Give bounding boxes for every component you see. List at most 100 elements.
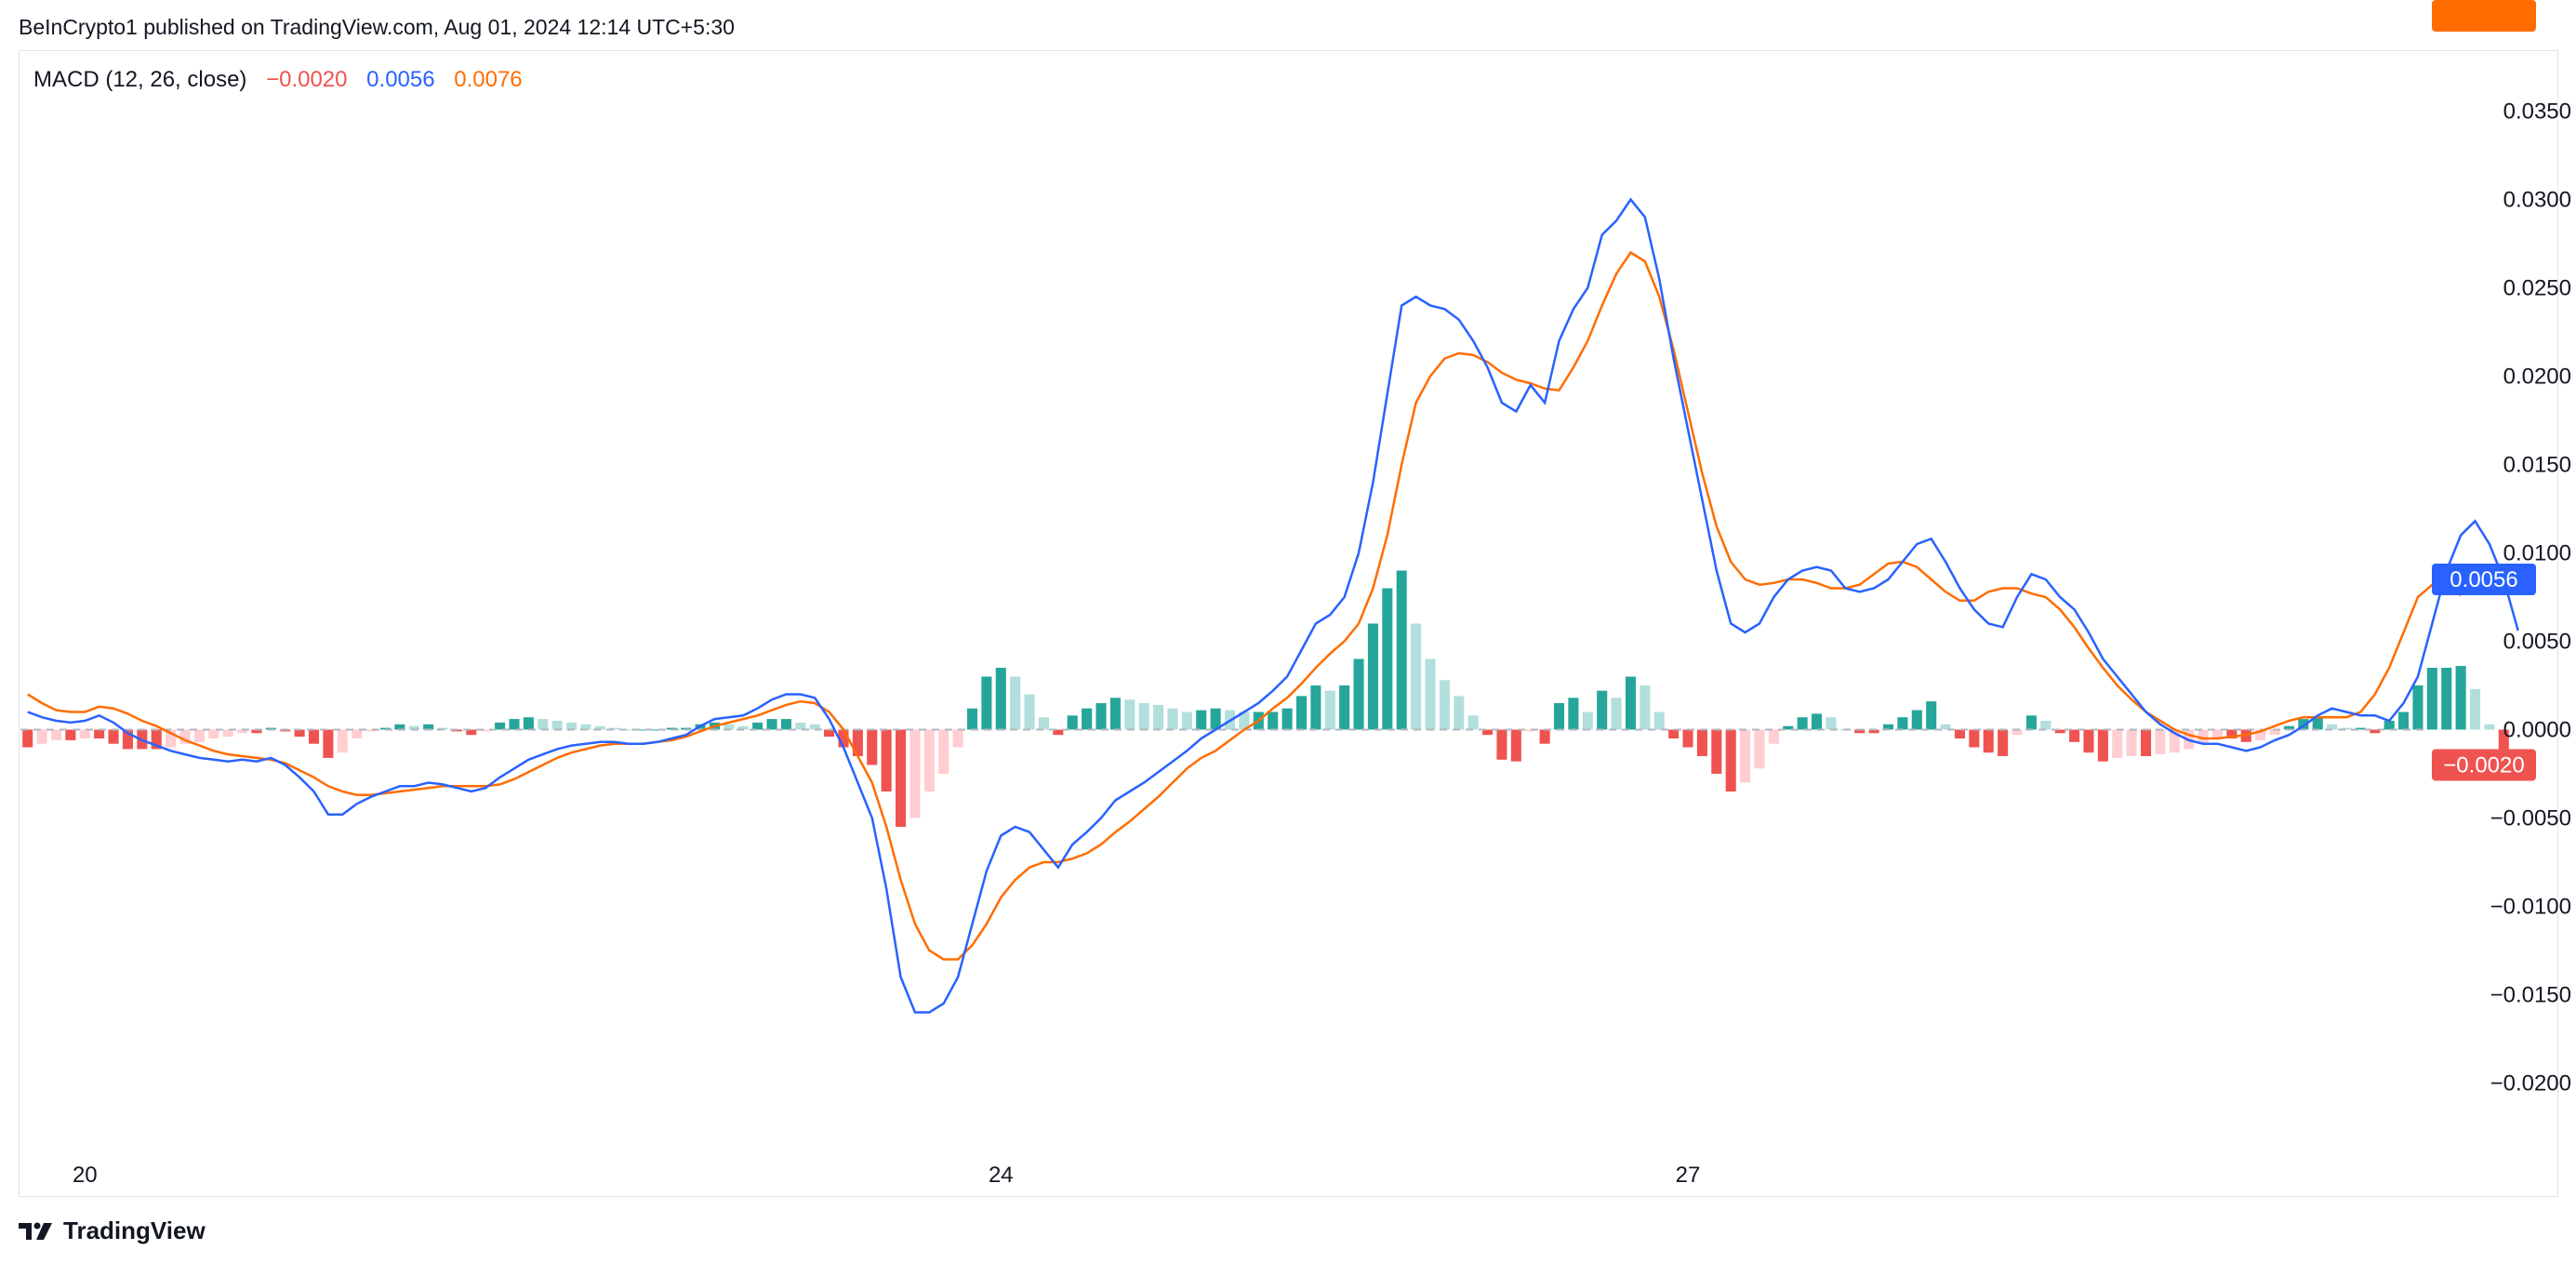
histogram-bar xyxy=(1053,729,1064,736)
x-tick-label: 24 xyxy=(989,1163,1014,1188)
histogram-bar xyxy=(394,724,405,730)
histogram-bar xyxy=(1024,694,1035,730)
y-tick-label: 0.0000 xyxy=(2503,718,2571,743)
histogram-bar xyxy=(1525,729,1536,732)
y-tick-label: −0.0050 xyxy=(2490,806,2571,831)
histogram-bar xyxy=(1353,658,1364,730)
histogram-bar xyxy=(795,722,806,730)
histogram-bar xyxy=(1539,729,1550,744)
histogram-bar xyxy=(2370,729,2381,734)
histogram-bar xyxy=(1153,704,1164,730)
histogram-bar xyxy=(1826,717,1837,730)
y-tick-label: 0.0100 xyxy=(2503,541,2571,566)
histogram-bar xyxy=(294,729,305,738)
histogram-bar xyxy=(1181,711,1192,730)
histogram-bar xyxy=(1897,717,1908,730)
histogram-bar xyxy=(251,729,262,734)
y-tick-label: −0.0150 xyxy=(2490,983,2571,1008)
histogram-bar xyxy=(938,729,949,774)
histogram-bar xyxy=(2112,729,2123,758)
histogram-bar xyxy=(580,724,591,730)
y-tick-label: −0.0100 xyxy=(2490,895,2571,920)
histogram-bar xyxy=(2484,724,2495,730)
histogram-bar xyxy=(594,725,605,730)
histogram-bar xyxy=(1425,658,1436,730)
histogram-bar xyxy=(538,719,549,730)
histogram-bar xyxy=(1082,708,1093,730)
histogram-bar xyxy=(1324,690,1335,730)
histogram-bar xyxy=(1611,698,1622,730)
histogram-bar xyxy=(1868,729,1879,734)
tradingview-logo[interactable]: TradingView xyxy=(19,1216,206,1245)
histogram-bar xyxy=(2140,729,2152,756)
histogram-bar xyxy=(966,708,978,730)
histogram-bar xyxy=(1067,715,1078,730)
histogram-bar xyxy=(952,729,963,748)
histogram-bar xyxy=(1653,711,1665,730)
histogram-bar xyxy=(881,729,892,791)
histogram-bar xyxy=(2426,668,2437,730)
histogram-bar xyxy=(923,729,935,791)
histogram-bar xyxy=(308,729,320,744)
y-tick-label: 0.0200 xyxy=(2503,365,2571,390)
y-tick-label: 0.0050 xyxy=(2503,630,2571,655)
svg-text:0.0076: 0.0076 xyxy=(2450,0,2517,6)
histogram-bar xyxy=(1210,708,1221,730)
histogram-bar xyxy=(2097,729,2108,762)
histogram-bar xyxy=(365,729,377,732)
histogram-bar xyxy=(852,729,863,756)
legend-title: MACD (12, 26, close) xyxy=(33,67,247,92)
histogram-bar xyxy=(752,722,764,730)
x-axis: 202427Jul48111518222529Aug xyxy=(73,1163,1700,1188)
histogram-bar xyxy=(1926,701,1937,730)
histogram-bar xyxy=(1310,685,1321,730)
histogram-bar xyxy=(1783,725,1794,730)
histogram-bar xyxy=(1411,623,1422,730)
macd-line xyxy=(27,197,2519,1014)
histogram-bar xyxy=(652,729,663,731)
y-tick-label: 0.0350 xyxy=(2503,100,2571,125)
y-tick-label: −0.0200 xyxy=(2490,1071,2571,1097)
histogram-bar xyxy=(1367,623,1378,730)
histogram-bar xyxy=(36,729,47,744)
svg-text:0.0056: 0.0056 xyxy=(2450,567,2517,592)
histogram-bar xyxy=(895,729,907,827)
histogram-bar xyxy=(1740,729,1751,783)
histogram-bar xyxy=(337,729,348,753)
histogram-bar xyxy=(1439,680,1450,730)
histogram-bar xyxy=(2327,724,2338,730)
histogram-bar xyxy=(1725,729,1736,791)
histogram-bar xyxy=(637,729,649,731)
histogram-bar xyxy=(352,729,363,738)
histogram-bar xyxy=(1095,703,1107,730)
histogram-layer xyxy=(22,570,2509,827)
histogram-bar xyxy=(1124,699,1135,730)
histogram-bar xyxy=(1983,729,1994,753)
histogram-bar xyxy=(222,729,233,738)
histogram-bar xyxy=(79,729,90,738)
histogram-bar xyxy=(780,719,791,730)
published-by-text: BeInCrypto1 published on TradingView.com… xyxy=(19,15,735,39)
histogram-bar xyxy=(1268,711,1279,730)
histogram-bar xyxy=(2298,719,2309,730)
histogram-bar xyxy=(2211,729,2224,738)
histogram-bar xyxy=(523,717,534,730)
histogram-bar xyxy=(166,729,177,748)
legend-macd-value: 0.0056 xyxy=(366,67,435,92)
histogram-bar xyxy=(2255,729,2266,740)
histogram-bar xyxy=(480,729,491,732)
histogram-bar xyxy=(1696,729,1707,756)
histogram-bar xyxy=(1882,724,1894,730)
histogram-bar xyxy=(1396,570,1407,730)
histogram-bar xyxy=(179,729,191,744)
histogram-bar xyxy=(1382,588,1393,730)
histogram-last-value-badge: −0.0020 xyxy=(2432,749,2536,781)
histogram-bar xyxy=(193,729,205,742)
histogram-bar xyxy=(1954,729,1965,738)
histogram-bar xyxy=(981,676,992,730)
histogram-bar xyxy=(1510,729,1521,762)
histogram-bar xyxy=(1109,698,1121,730)
macd-last-value-badge: 0.0056 xyxy=(2432,564,2536,595)
last-value-badges: 0.0076 0.0056 −0.0020 xyxy=(2432,0,2536,781)
